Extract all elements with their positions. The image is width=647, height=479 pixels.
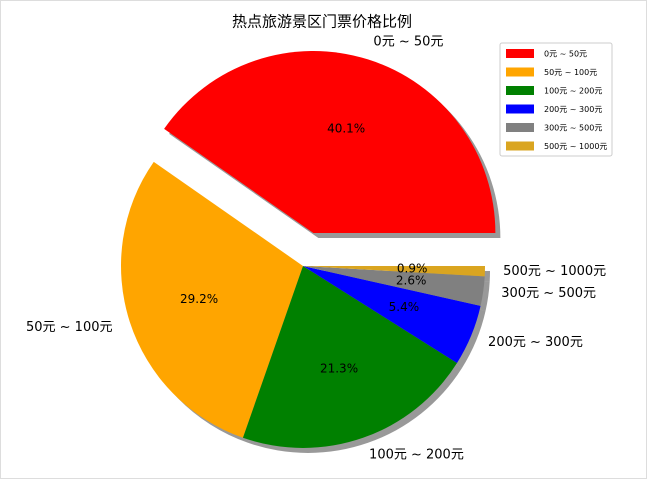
legend-box — [499, 42, 613, 157]
chart-title: 热点旅游景区门票价格比例 — [232, 13, 412, 31]
wedge — [120, 161, 303, 438]
wedge-value-label: 40.1% — [327, 121, 365, 135]
legend-label: 100元 ~ 200元 — [544, 87, 602, 96]
wedge — [242, 266, 458, 448]
legend-swatch — [506, 86, 534, 95]
legend-swatch — [506, 67, 534, 77]
wedge — [303, 266, 481, 363]
wedge-label: 50元 ~ 100元 — [26, 320, 113, 335]
legend-swatch — [506, 141, 534, 151]
wedge-value-label: 2.6% — [396, 274, 427, 288]
wedge-value-label: 21.3% — [320, 362, 358, 376]
legend-label: 500元 ~ 1000元 — [544, 142, 607, 151]
wedge-label: 100元 ~ 200元 — [369, 447, 464, 462]
wedge-label: 500元 ~ 1000元 — [503, 264, 606, 279]
wedge — [164, 51, 496, 234]
legend-swatch — [506, 104, 534, 114]
wedge — [303, 266, 485, 306]
legend-label: 200元 ~ 300元 — [544, 105, 602, 114]
legend-label: 50元 ~ 100元 — [544, 68, 597, 77]
legend-swatch — [506, 123, 534, 132]
wedge-value-label: 29.2% — [180, 292, 218, 306]
legend-swatch — [506, 49, 534, 58]
wedge-value-label: 5.4% — [389, 300, 420, 314]
wedge-label: 200元 ~ 300元 — [488, 335, 583, 350]
wedge-label: 300元 ~ 500元 — [501, 286, 596, 301]
legend-label: 0元 ~ 50元 — [544, 50, 587, 59]
wedge-label: 0元 ~ 50元 — [373, 35, 443, 50]
wedge — [303, 266, 485, 277]
legend-label: 300元 ~ 500元 — [544, 124, 602, 133]
wedge-value-label: 0.9% — [397, 262, 428, 276]
